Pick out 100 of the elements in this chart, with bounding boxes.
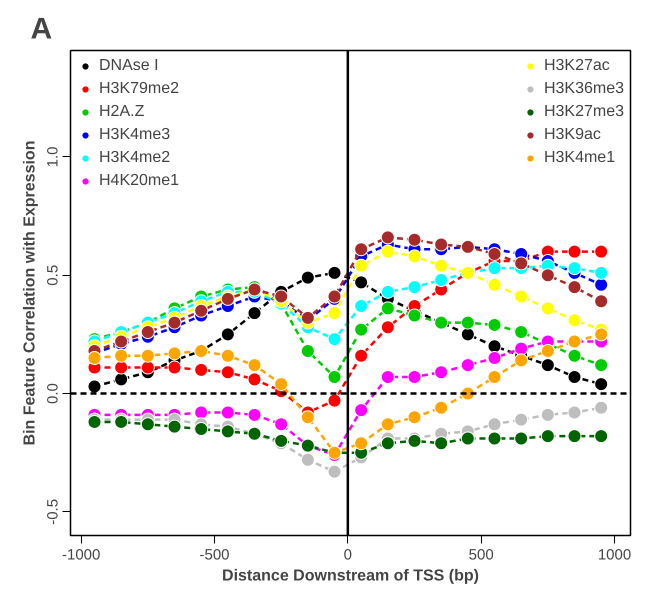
point [88, 379, 102, 394]
point [380, 417, 395, 432]
point [434, 238, 448, 252]
point [220, 327, 235, 342]
point [354, 348, 368, 363]
point [220, 348, 235, 363]
point [220, 365, 235, 380]
point [594, 429, 608, 444]
point [114, 360, 128, 375]
point [514, 325, 528, 340]
legend-label: H3K9ac [544, 126, 601, 144]
point [168, 420, 182, 434]
point [194, 405, 208, 420]
point [408, 370, 422, 384]
point [274, 377, 288, 392]
point [408, 280, 422, 294]
point [354, 322, 368, 337]
point [114, 334, 128, 348]
point [488, 278, 502, 292]
point [220, 405, 235, 420]
point [594, 294, 608, 308]
point [488, 432, 502, 446]
point [594, 358, 608, 372]
point [300, 310, 315, 325]
x-axis-title: Distance Downstream of TSS (bp) [222, 568, 479, 584]
legend-label: H3K27ac [544, 57, 610, 75]
point [460, 327, 475, 342]
y-tick-label: 0.0 [44, 383, 62, 404]
point [488, 318, 502, 332]
point [594, 244, 608, 259]
point [434, 273, 448, 287]
point [514, 412, 528, 427]
point [274, 290, 288, 304]
point [274, 434, 288, 448]
point [168, 346, 182, 360]
point [514, 290, 528, 304]
point [460, 432, 475, 446]
point [460, 316, 475, 330]
point [594, 327, 608, 342]
point [248, 372, 262, 386]
point [88, 351, 102, 366]
point [488, 417, 502, 432]
point [328, 332, 342, 346]
point [248, 408, 262, 422]
point [328, 306, 342, 320]
point [540, 408, 555, 422]
point [354, 299, 368, 313]
point [460, 358, 475, 372]
point [594, 266, 608, 280]
y-tick-label: 0.5 [44, 264, 62, 286]
point [168, 360, 182, 375]
point [248, 306, 262, 320]
y-axis-title: Bin Feature Correlation with Expression [22, 140, 38, 446]
x-tick-label: 1000 [598, 546, 632, 564]
point [488, 351, 502, 366]
point [380, 301, 395, 316]
point [568, 429, 582, 444]
point [568, 313, 582, 328]
point [354, 403, 368, 418]
point [380, 320, 395, 334]
point [434, 365, 448, 380]
point [514, 342, 528, 356]
point [380, 436, 395, 450]
point [140, 360, 155, 375]
point [594, 400, 608, 415]
point [514, 353, 528, 368]
point [434, 436, 448, 450]
point [568, 261, 582, 276]
point [568, 405, 582, 420]
point [408, 410, 422, 424]
point [540, 344, 555, 358]
point [354, 258, 368, 273]
point [354, 242, 368, 256]
legend-label: H3K4me2 [99, 149, 170, 167]
legend-label: H3K4me3 [99, 126, 170, 144]
legend-label: H2A.Z [99, 103, 144, 121]
point [540, 358, 555, 372]
x-tick-label: 0 [344, 546, 352, 564]
point [328, 266, 342, 280]
point [408, 434, 422, 448]
point [408, 249, 422, 264]
point [488, 246, 502, 261]
point [220, 424, 235, 438]
point [594, 377, 608, 392]
point [274, 417, 288, 432]
point [568, 280, 582, 294]
point [168, 316, 182, 330]
point [300, 410, 315, 424]
legend-label: DNAse I [99, 57, 159, 75]
point [328, 370, 342, 384]
point [380, 244, 395, 259]
point [488, 339, 502, 354]
legend-label: H3K4me1 [544, 149, 616, 167]
chart-title: A [30, 12, 52, 46]
point [594, 278, 608, 292]
y-tick-label: 1.0 [44, 146, 62, 168]
point [408, 308, 422, 322]
point [540, 301, 555, 316]
point [328, 464, 342, 479]
legend-label: H3K36me3 [544, 80, 624, 98]
